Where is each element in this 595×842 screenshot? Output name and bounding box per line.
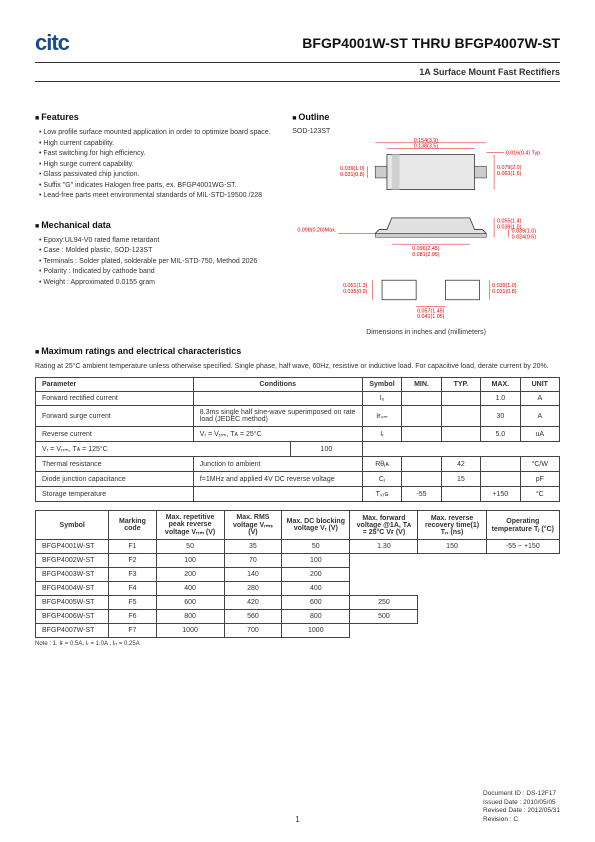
doc-info: Document ID : DS-12F17 Issued Date : 201… xyxy=(483,790,560,824)
svg-text:0.041(1.05): 0.041(1.05) xyxy=(417,314,445,320)
svg-text:0.063(1.6): 0.063(1.6) xyxy=(497,171,522,177)
svg-text:0.016(0.4) Typ.: 0.016(0.4) Typ. xyxy=(506,151,542,157)
list-item: Terminals : Solder plated, solderable pe… xyxy=(39,257,282,268)
mechanical-heading: Mechanical data xyxy=(35,220,282,230)
outline-pkg: SOD-123ST xyxy=(292,128,560,135)
list-item: Suffix "G" indicates Halogen free parts,… xyxy=(39,181,282,192)
ratings-table: ParameterConditionsSymbolMIN.TYP.MAX.UNI… xyxy=(35,377,560,502)
mechanical-list: Epoxy:UL94-V0 rated flame retardantCase … xyxy=(35,236,282,289)
subtitle: 1A Surface Mount Fast Rectifiers xyxy=(35,67,560,82)
ratings-note: Rating at 25°C ambient temperature unles… xyxy=(35,362,560,371)
features-heading: Features xyxy=(35,112,282,122)
dimension-caption: Dimensions in inches and (millimeters) xyxy=(292,329,560,336)
table-footnote: Note : 1. Iғ = 0.5A, Iᵣ = 1.0A , Iᵣᵣ = 0… xyxy=(35,641,560,647)
logo: citc xyxy=(35,30,69,56)
svg-text:0.031(0.8): 0.031(0.8) xyxy=(492,289,517,295)
svg-text:0.081(2.05): 0.081(2.05) xyxy=(412,252,440,258)
list-item: Fast switching for high efficiency. xyxy=(39,149,282,160)
list-item: Glass passivated chip junction. xyxy=(39,170,282,181)
outline-drawing: 0.154(3.9) 0.138(3.5) 0.016(0.4) Typ. 0.… xyxy=(292,137,560,327)
outline-heading: Outline xyxy=(292,112,560,122)
list-item: High current capability. xyxy=(39,139,282,150)
svg-text:0.024(0.6): 0.024(0.6) xyxy=(512,234,537,240)
svg-text:0.138(3.5): 0.138(3.5) xyxy=(414,144,439,150)
list-item: Epoxy:UL94-V0 rated flame retardant xyxy=(39,236,282,247)
features-list: Low profile surface mounted application … xyxy=(35,128,282,202)
ratings-heading: Maximum ratings and electrical character… xyxy=(35,346,560,356)
page-title: BFGP4001W-ST THRU BFGP4007W-ST xyxy=(302,35,560,51)
list-item: Polarity : Indicated by cathode band xyxy=(39,267,282,278)
svg-text:0.031(0.8): 0.031(0.8) xyxy=(340,172,365,178)
page-number: 1 xyxy=(295,815,299,824)
svg-text:0.035(0.9): 0.035(0.9) xyxy=(343,289,368,295)
list-item: Lead-free parts meet environmental stand… xyxy=(39,191,282,202)
list-item: Low profile surface mounted application … xyxy=(39,128,282,139)
svg-text:0.098(0.20)Max.: 0.098(0.20)Max. xyxy=(298,228,337,234)
list-item: High surge current capability. xyxy=(39,160,282,171)
list-item: Case : Molded plastic, SOD-123ST xyxy=(39,246,282,257)
list-item: Weight : Approximated 0.0155 gram xyxy=(39,278,282,289)
parts-table: SymbolMarking codeMax. repetitive peak r… xyxy=(35,510,560,638)
